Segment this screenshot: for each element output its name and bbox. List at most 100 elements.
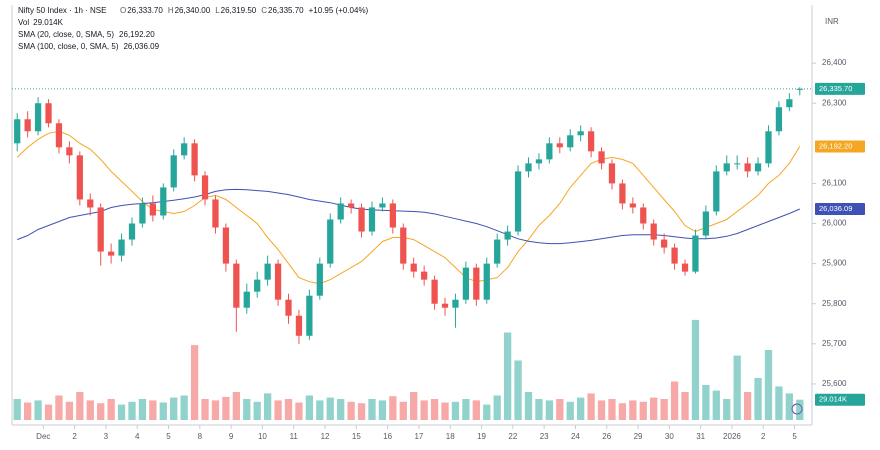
- volume-bar: [608, 399, 616, 420]
- volume-bar: [503, 332, 512, 420]
- x-tick-label: 5: [166, 432, 171, 441]
- volume-bar: [775, 386, 783, 420]
- volume-bar: [723, 399, 731, 420]
- legend-volume-name: Vol: [18, 18, 29, 27]
- x-tick-label: 11: [290, 432, 299, 441]
- candle-body: [400, 227, 407, 264]
- volume-bar: [691, 319, 700, 420]
- candle-body: [608, 163, 616, 184]
- candle-body: [24, 119, 31, 132]
- candle-body: [212, 199, 219, 228]
- volume-bar: [347, 401, 355, 420]
- volume-bar: [430, 399, 439, 420]
- candle-body: [650, 223, 657, 240]
- volume-bar: [702, 385, 710, 420]
- candle-body: [619, 183, 626, 204]
- x-tick-label: 10: [258, 432, 267, 441]
- x-tick-label: 2: [761, 432, 766, 441]
- candle-body: [66, 147, 73, 156]
- candle-body: [128, 223, 136, 240]
- y-tick-label: 25,900: [822, 259, 847, 268]
- candle-body: [483, 263, 490, 300]
- volume-bar: [190, 345, 199, 420]
- volume-bar: [86, 400, 94, 420]
- x-tick-label: 15: [352, 432, 361, 441]
- legend-value: 26,340.00: [175, 6, 211, 15]
- volume-bar: [326, 397, 334, 420]
- candle-body: [97, 207, 104, 252]
- volume-bar: [556, 399, 564, 420]
- y-tick-label: 26,100: [822, 179, 847, 188]
- candle-body: [640, 207, 647, 224]
- volume-bar: [493, 395, 501, 420]
- legend-key: O: [120, 6, 126, 15]
- candle-body: [587, 131, 595, 152]
- candle-body: [462, 267, 470, 300]
- legend-value: 26,319.50: [221, 6, 257, 15]
- volume-bar: [76, 392, 84, 420]
- candle-body: [191, 143, 198, 176]
- x-tick-label: 2: [72, 432, 77, 441]
- candle-body: [358, 207, 365, 232]
- candle-body: [389, 203, 396, 228]
- candle-body: [765, 131, 772, 164]
- candle-body: [723, 163, 730, 172]
- volume-bar: [159, 402, 167, 420]
- candle-body: [347, 203, 355, 208]
- candle-body: [504, 231, 511, 240]
- volume-bar: [107, 399, 115, 420]
- y-tick-label: 26,000: [822, 219, 847, 228]
- candle-body: [181, 143, 188, 156]
- volume-bar: [462, 399, 470, 420]
- volume-bar: [389, 396, 397, 420]
- x-tick-label: 8: [198, 432, 203, 441]
- candle-body: [786, 99, 793, 108]
- volume-bar: [368, 399, 376, 420]
- candle-body: [775, 107, 783, 132]
- volume-bar: [201, 399, 209, 420]
- legend-series-name: SMA (20, close, 0, SMA, 5): [18, 30, 114, 39]
- x-tick-label: 30: [665, 432, 674, 441]
- volume-bar: [34, 400, 42, 420]
- volume-bar: [639, 401, 647, 420]
- x-tick-label: 16: [383, 432, 392, 441]
- candle-body: [87, 199, 94, 208]
- x-tick-label: 3: [104, 432, 109, 441]
- volume-bar: [337, 399, 345, 420]
- y-tick-label: 25,800: [822, 299, 847, 308]
- candle-body: [201, 175, 209, 200]
- volume-bar: [650, 397, 658, 420]
- x-tick-label: 4: [135, 432, 140, 441]
- volume-bar: [535, 399, 543, 420]
- legend-value: 26,335.70: [268, 6, 304, 15]
- volume-bar: [410, 392, 418, 420]
- volume-bar: [681, 392, 689, 420]
- candle-body: [431, 279, 438, 304]
- volume-bar: [138, 399, 147, 420]
- candle-body: [139, 203, 146, 224]
- candle-body: [441, 303, 449, 308]
- candle-body: [702, 211, 710, 236]
- volume-bar: [441, 402, 449, 420]
- legend-value: 26,333.70: [127, 6, 163, 15]
- y-tick-label: 26,400: [822, 58, 847, 67]
- volume-bar: [263, 393, 272, 420]
- x-tick-label: 18: [446, 432, 455, 441]
- volume-bar: [23, 402, 32, 420]
- volume-bar: [65, 401, 74, 420]
- legend-change: +10.95 (+0.04%): [309, 6, 369, 15]
- candle-body: [452, 299, 459, 308]
- volume-bar: [660, 399, 668, 420]
- x-tick-label: 24: [571, 432, 580, 441]
- candle-body: [577, 131, 584, 136]
- candle-body: [629, 203, 636, 208]
- volume-bar: [211, 400, 220, 420]
- close-tag-label: 26,335.70: [819, 84, 852, 93]
- volume-bar: [514, 360, 522, 420]
- y-tick-label: 25,700: [822, 339, 847, 348]
- sma-tag: [815, 140, 865, 153]
- volume-bar: [305, 395, 314, 420]
- volume-bar: [149, 400, 157, 420]
